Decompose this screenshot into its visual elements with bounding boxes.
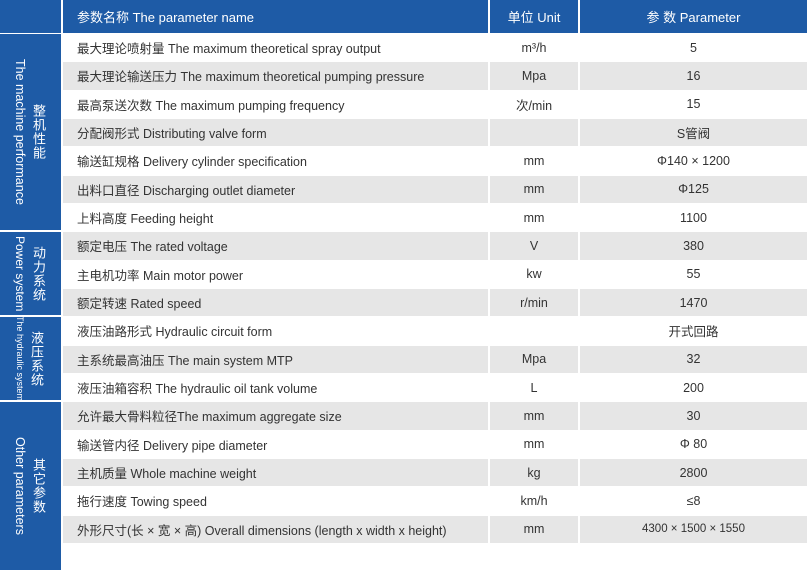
group-label: Power system 动力系统 bbox=[0, 232, 63, 318]
param-name: 液压油路形式 Hydraulic circuit form bbox=[63, 317, 490, 346]
param-unit: Mpa bbox=[490, 62, 580, 91]
param-unit: m³/h bbox=[490, 34, 580, 63]
param-unit: Mpa bbox=[490, 345, 580, 374]
header-value: 参 数 Parameter bbox=[580, 0, 809, 34]
param-unit: kg bbox=[490, 459, 580, 488]
param-value: 200 bbox=[580, 374, 809, 403]
group-zh: 其它参数 bbox=[31, 458, 46, 515]
group-zh: 液压系统 bbox=[29, 330, 44, 387]
param-unit: V bbox=[490, 232, 580, 261]
param-unit: mm bbox=[490, 175, 580, 204]
header-unit: 单位 Unit bbox=[490, 0, 580, 34]
group-en: Other parameters bbox=[13, 437, 27, 536]
param-value: 380 bbox=[580, 232, 809, 261]
param-unit: mm bbox=[490, 515, 580, 544]
param-value: 30 bbox=[580, 402, 809, 431]
header-name: 参数名称 The parameter name bbox=[63, 0, 490, 34]
param-name: 额定转速 Rated speed bbox=[63, 289, 490, 318]
param-value: Φ125 bbox=[580, 175, 809, 204]
param-unit bbox=[490, 119, 580, 148]
param-name: 外形尺寸(长 × 宽 × 高) Overall dimensions (leng… bbox=[63, 515, 490, 544]
param-name: 输送管内径 Delivery pipe diameter bbox=[63, 430, 490, 459]
param-unit bbox=[490, 317, 580, 346]
param-name: 主电机功率 Main motor power bbox=[63, 260, 490, 289]
param-value: Φ140 × 1200 bbox=[580, 147, 809, 176]
header-blank bbox=[0, 0, 63, 34]
param-name: 分配阀形式 Distributing valve form bbox=[63, 119, 490, 148]
param-value: 2800 bbox=[580, 459, 809, 488]
param-name: 上料高度 Feeding height bbox=[63, 204, 490, 233]
param-unit: kw bbox=[490, 260, 580, 289]
param-unit: mm bbox=[490, 147, 580, 176]
param-value: 1100 bbox=[580, 204, 809, 233]
group-en: The hydraulic system bbox=[15, 317, 25, 402]
param-name: 拖行速度 Towing speed bbox=[63, 487, 490, 516]
param-value: 4300 × 1500 × 1550 bbox=[580, 515, 809, 544]
group-zh: 动力系统 bbox=[31, 245, 46, 302]
param-name: 最大理论喷射量 The maximum theoretical spray ou… bbox=[63, 34, 490, 63]
param-unit: km/h bbox=[490, 487, 580, 516]
param-name: 最高泵送次数 The maximum pumping frequency bbox=[63, 90, 490, 119]
param-name: 允许最大骨料粒径The maximum aggregate size bbox=[63, 402, 490, 431]
param-value: 5 bbox=[580, 34, 809, 63]
param-unit: mm bbox=[490, 402, 580, 431]
param-value: 32 bbox=[580, 345, 809, 374]
param-name: 最大理论输送压力 The maximum theoretical pumping… bbox=[63, 62, 490, 91]
param-unit: mm bbox=[490, 204, 580, 233]
param-value: 开式回路 bbox=[580, 317, 809, 346]
group-zh: 整机性能 bbox=[31, 104, 46, 161]
param-unit: r/min bbox=[490, 289, 580, 318]
param-name: 液压油箱容积 The hydraulic oil tank volume bbox=[63, 374, 490, 403]
param-name: 额定电压 The rated voltage bbox=[63, 232, 490, 261]
param-value: S管阀 bbox=[580, 119, 809, 148]
group-en: The machine performance bbox=[13, 59, 27, 206]
param-value: 55 bbox=[580, 260, 809, 289]
param-value: Φ 80 bbox=[580, 430, 809, 459]
group-label: The machine performance 整机性能 bbox=[0, 34, 63, 233]
param-value: ≤8 bbox=[580, 487, 809, 516]
param-name: 出料口直径 Discharging outlet diameter bbox=[63, 175, 490, 204]
param-value: 1470 bbox=[580, 289, 809, 318]
param-name: 主系统最高油压 The main system MTP bbox=[63, 345, 490, 374]
param-name: 主机质量 Whole machine weight bbox=[63, 459, 490, 488]
param-value: 16 bbox=[580, 62, 809, 91]
param-unit: 次/min bbox=[490, 90, 580, 119]
param-unit: L bbox=[490, 374, 580, 403]
param-value: 15 bbox=[580, 90, 809, 119]
param-unit: mm bbox=[490, 430, 580, 459]
group-en: Power system bbox=[13, 236, 27, 312]
param-name: 输送缸规格 Delivery cylinder specification bbox=[63, 147, 490, 176]
group-label: The hydraulic system 液压系统 bbox=[0, 317, 63, 403]
group-label: Other parameters 其它参数 bbox=[0, 402, 63, 572]
